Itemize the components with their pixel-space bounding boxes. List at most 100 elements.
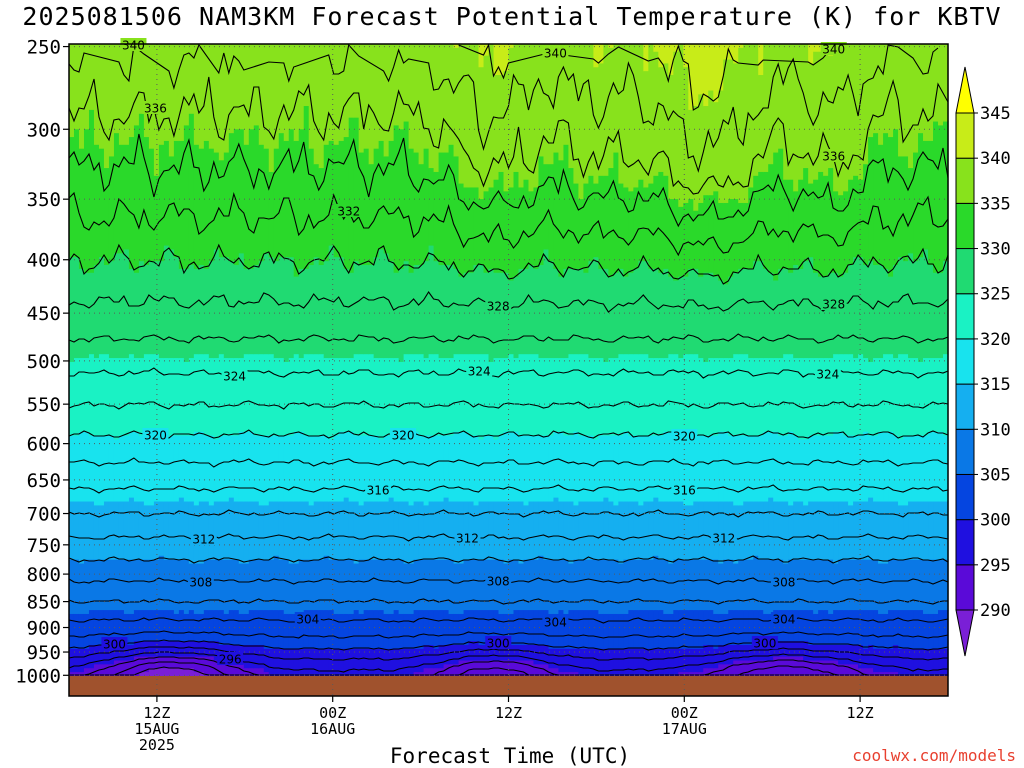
fill-cell: [78, 44, 85, 150]
fill-cell: [523, 559, 530, 611]
fill-cell: [348, 358, 355, 433]
fill-cell: [938, 501, 944, 561]
fill-cell: [443, 559, 450, 611]
contour-label-bg: [485, 299, 512, 312]
fill-cell: [443, 497, 450, 561]
fill-cell: [708, 435, 714, 503]
fill-cell: [188, 610, 195, 642]
fill-cell: [863, 648, 869, 669]
fill-cell: [743, 268, 749, 355]
fill-cell: [908, 648, 914, 677]
fill-cell: [563, 648, 570, 673]
fill-cell: [458, 613, 465, 646]
fill-cell: [243, 144, 250, 270]
fill-cell: [818, 358, 824, 437]
fill-cell: [138, 435, 145, 503]
colorbar-tick-label: 345: [980, 104, 1011, 124]
fill-cell: [368, 648, 375, 677]
fill-cell: [738, 47, 744, 204]
fill-cell: [448, 644, 455, 665]
fill-cell: [403, 648, 410, 677]
fill-cell: [918, 44, 924, 134]
fill-cell: [678, 501, 684, 561]
contour-label-bg: [751, 636, 778, 649]
fill-cell: [803, 610, 809, 642]
fill-cell: [563, 358, 570, 437]
fill-cell: [938, 559, 944, 611]
fill-cell: [533, 501, 540, 561]
fill-cell: [493, 358, 500, 441]
fill-cell: [943, 648, 949, 677]
ground-surface: [69, 676, 948, 696]
fill-cell: [518, 563, 525, 611]
fill-cell: [643, 261, 649, 355]
contour-line-306: [68, 598, 948, 605]
contour-label-bg: [485, 636, 512, 649]
fill-cell: [203, 656, 210, 677]
colorbar-bottom-arrow: [955, 609, 975, 657]
fill-cell: [183, 559, 190, 615]
fill-cell: [518, 44, 525, 189]
fill-cell: [638, 505, 644, 561]
fill-cell: [673, 559, 679, 611]
fill-cell: [283, 140, 290, 258]
fill-cell: [413, 431, 420, 503]
fill-cell: [618, 268, 624, 355]
colorbar-tick-label: 340: [980, 149, 1011, 169]
fill-cell: [393, 559, 400, 611]
y-tick-label: 950: [27, 642, 61, 664]
fill-cell: [818, 660, 824, 677]
fill-cell: [478, 644, 485, 662]
fill-cell: [93, 559, 100, 611]
fill-cell: [218, 610, 225, 646]
fill-cell: [328, 559, 335, 611]
fill-cell: [423, 559, 430, 611]
fill-cell: [583, 44, 589, 185]
fill-cell: [508, 501, 515, 561]
fill-cell: [283, 361, 290, 437]
fill-cell: [398, 44, 405, 130]
credit-link[interactable]: coolwx.com/models: [852, 746, 1016, 765]
fill-cell: [438, 358, 445, 437]
fill-cell: [578, 435, 585, 503]
fill-cell: [368, 435, 375, 503]
y-tick-label: 850: [27, 592, 61, 614]
fill-cell: [518, 435, 525, 503]
fill-cell: [868, 261, 874, 363]
fill-cell: [758, 501, 764, 561]
fill-cell: [398, 648, 405, 677]
fill-cell: [398, 361, 405, 433]
fill-cell: [138, 261, 145, 359]
fill-cell: [248, 559, 255, 611]
fill-cell: [873, 559, 879, 611]
fill-cell: [148, 261, 155, 355]
fill-cell: [683, 202, 689, 278]
fill-cell: [298, 431, 305, 503]
fill-cell: [333, 257, 340, 359]
fill-cell: [458, 276, 465, 355]
fill-cell: [583, 183, 589, 274]
fill-cell: [228, 261, 235, 359]
fill-cell: [398, 431, 405, 503]
fill-cell: [788, 505, 794, 561]
fill-cell: [113, 610, 120, 646]
fill-cell: [483, 644, 490, 662]
fill-cell: [943, 261, 949, 355]
fill-cell: [223, 559, 230, 615]
fill-cell: [863, 44, 869, 165]
fill-cell: [448, 435, 455, 503]
fill-cell: [328, 245, 335, 359]
fill-cell: [883, 354, 889, 433]
fill-cell: [143, 435, 150, 506]
fill-cell: [358, 648, 365, 677]
fill-cell: [193, 431, 200, 506]
fill-cell: [878, 358, 884, 433]
fill-cell: [258, 261, 265, 355]
fill-cell: [603, 648, 609, 677]
fill-cell: [213, 501, 220, 561]
fill-cell: [493, 272, 500, 359]
fill-cell: [688, 505, 694, 561]
fill-cell: [718, 563, 724, 615]
fill-cell: [773, 152, 779, 282]
fill-cell: [323, 610, 330, 650]
